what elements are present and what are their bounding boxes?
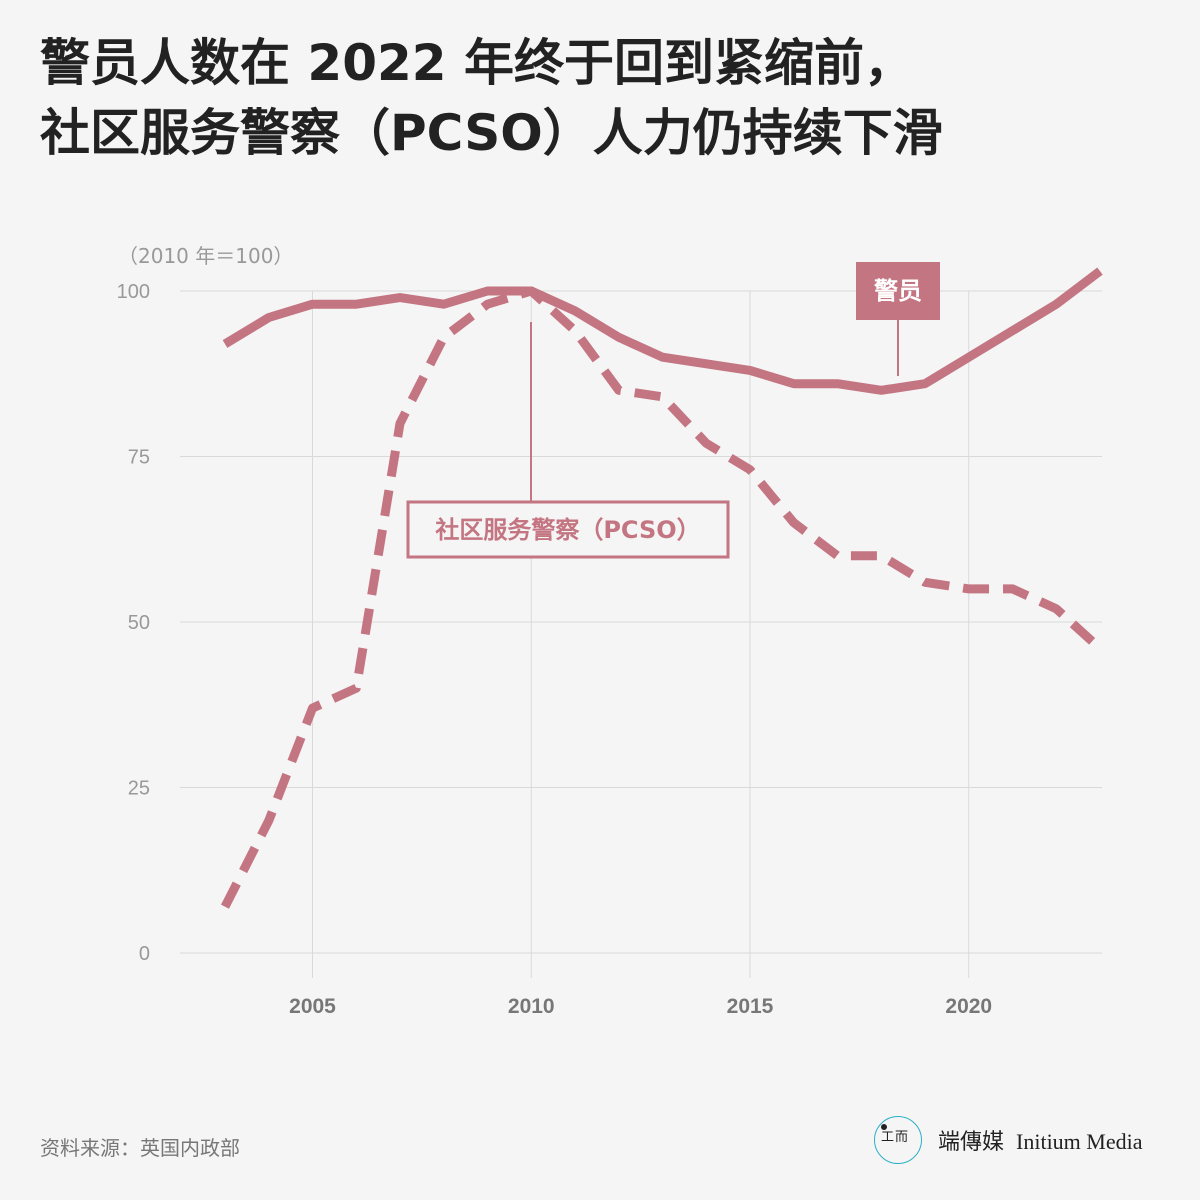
y-tick-label: 25 [128,778,150,800]
pcso-label: 社区服务警察（PCSO） [435,516,700,544]
brand-name-en: Initium Media [1016,1129,1143,1154]
y-tick-label: 75 [128,447,150,469]
y-tick-label: 50 [128,612,150,634]
title-line-2: 社区服务警察（PCSO）人力仍持续下滑 [40,104,943,162]
x-tick-label: 2010 [508,995,555,1018]
title-line-1: 警员人数在 2022 年终于回到紧缩前， [40,34,914,92]
x-tick-label: 2005 [289,995,336,1018]
brand-name: 端傳媒 Initium Media [938,1124,1143,1156]
x-tick-label: 2015 [727,995,774,1018]
y-tick-label: 100 [117,281,150,303]
brand-name-cn: 端傳媒 [938,1130,1005,1155]
officers-label-box [856,262,940,320]
y-unit-label: （2010 年＝100） [118,244,293,268]
chart-axis-ticks: 0 25 50 75 100 2005 2010 2015 2020 （2010 年＝100） [117,244,992,1018]
pcso-label-box [406,500,730,559]
initium-logo-icon: 工而 [874,1116,922,1164]
series-line-officers [222,267,1103,395]
chart-gridlines [180,290,1102,978]
y-tick-label: 0 [139,943,150,965]
source-note: 资料来源：英国内政部 [40,1136,240,1160]
chart-series [220,267,1104,909]
brand-mark: 工而 端傳媒 Initium Media [874,1112,1143,1168]
x-tick-label: 2020 [945,995,992,1018]
officers-label: 警员 [873,277,922,305]
page-title: 警员人数在 2022 年终于回到紧缩前， 社区服务警察（PCSO）人力仍持续下滑 [40,28,1160,168]
